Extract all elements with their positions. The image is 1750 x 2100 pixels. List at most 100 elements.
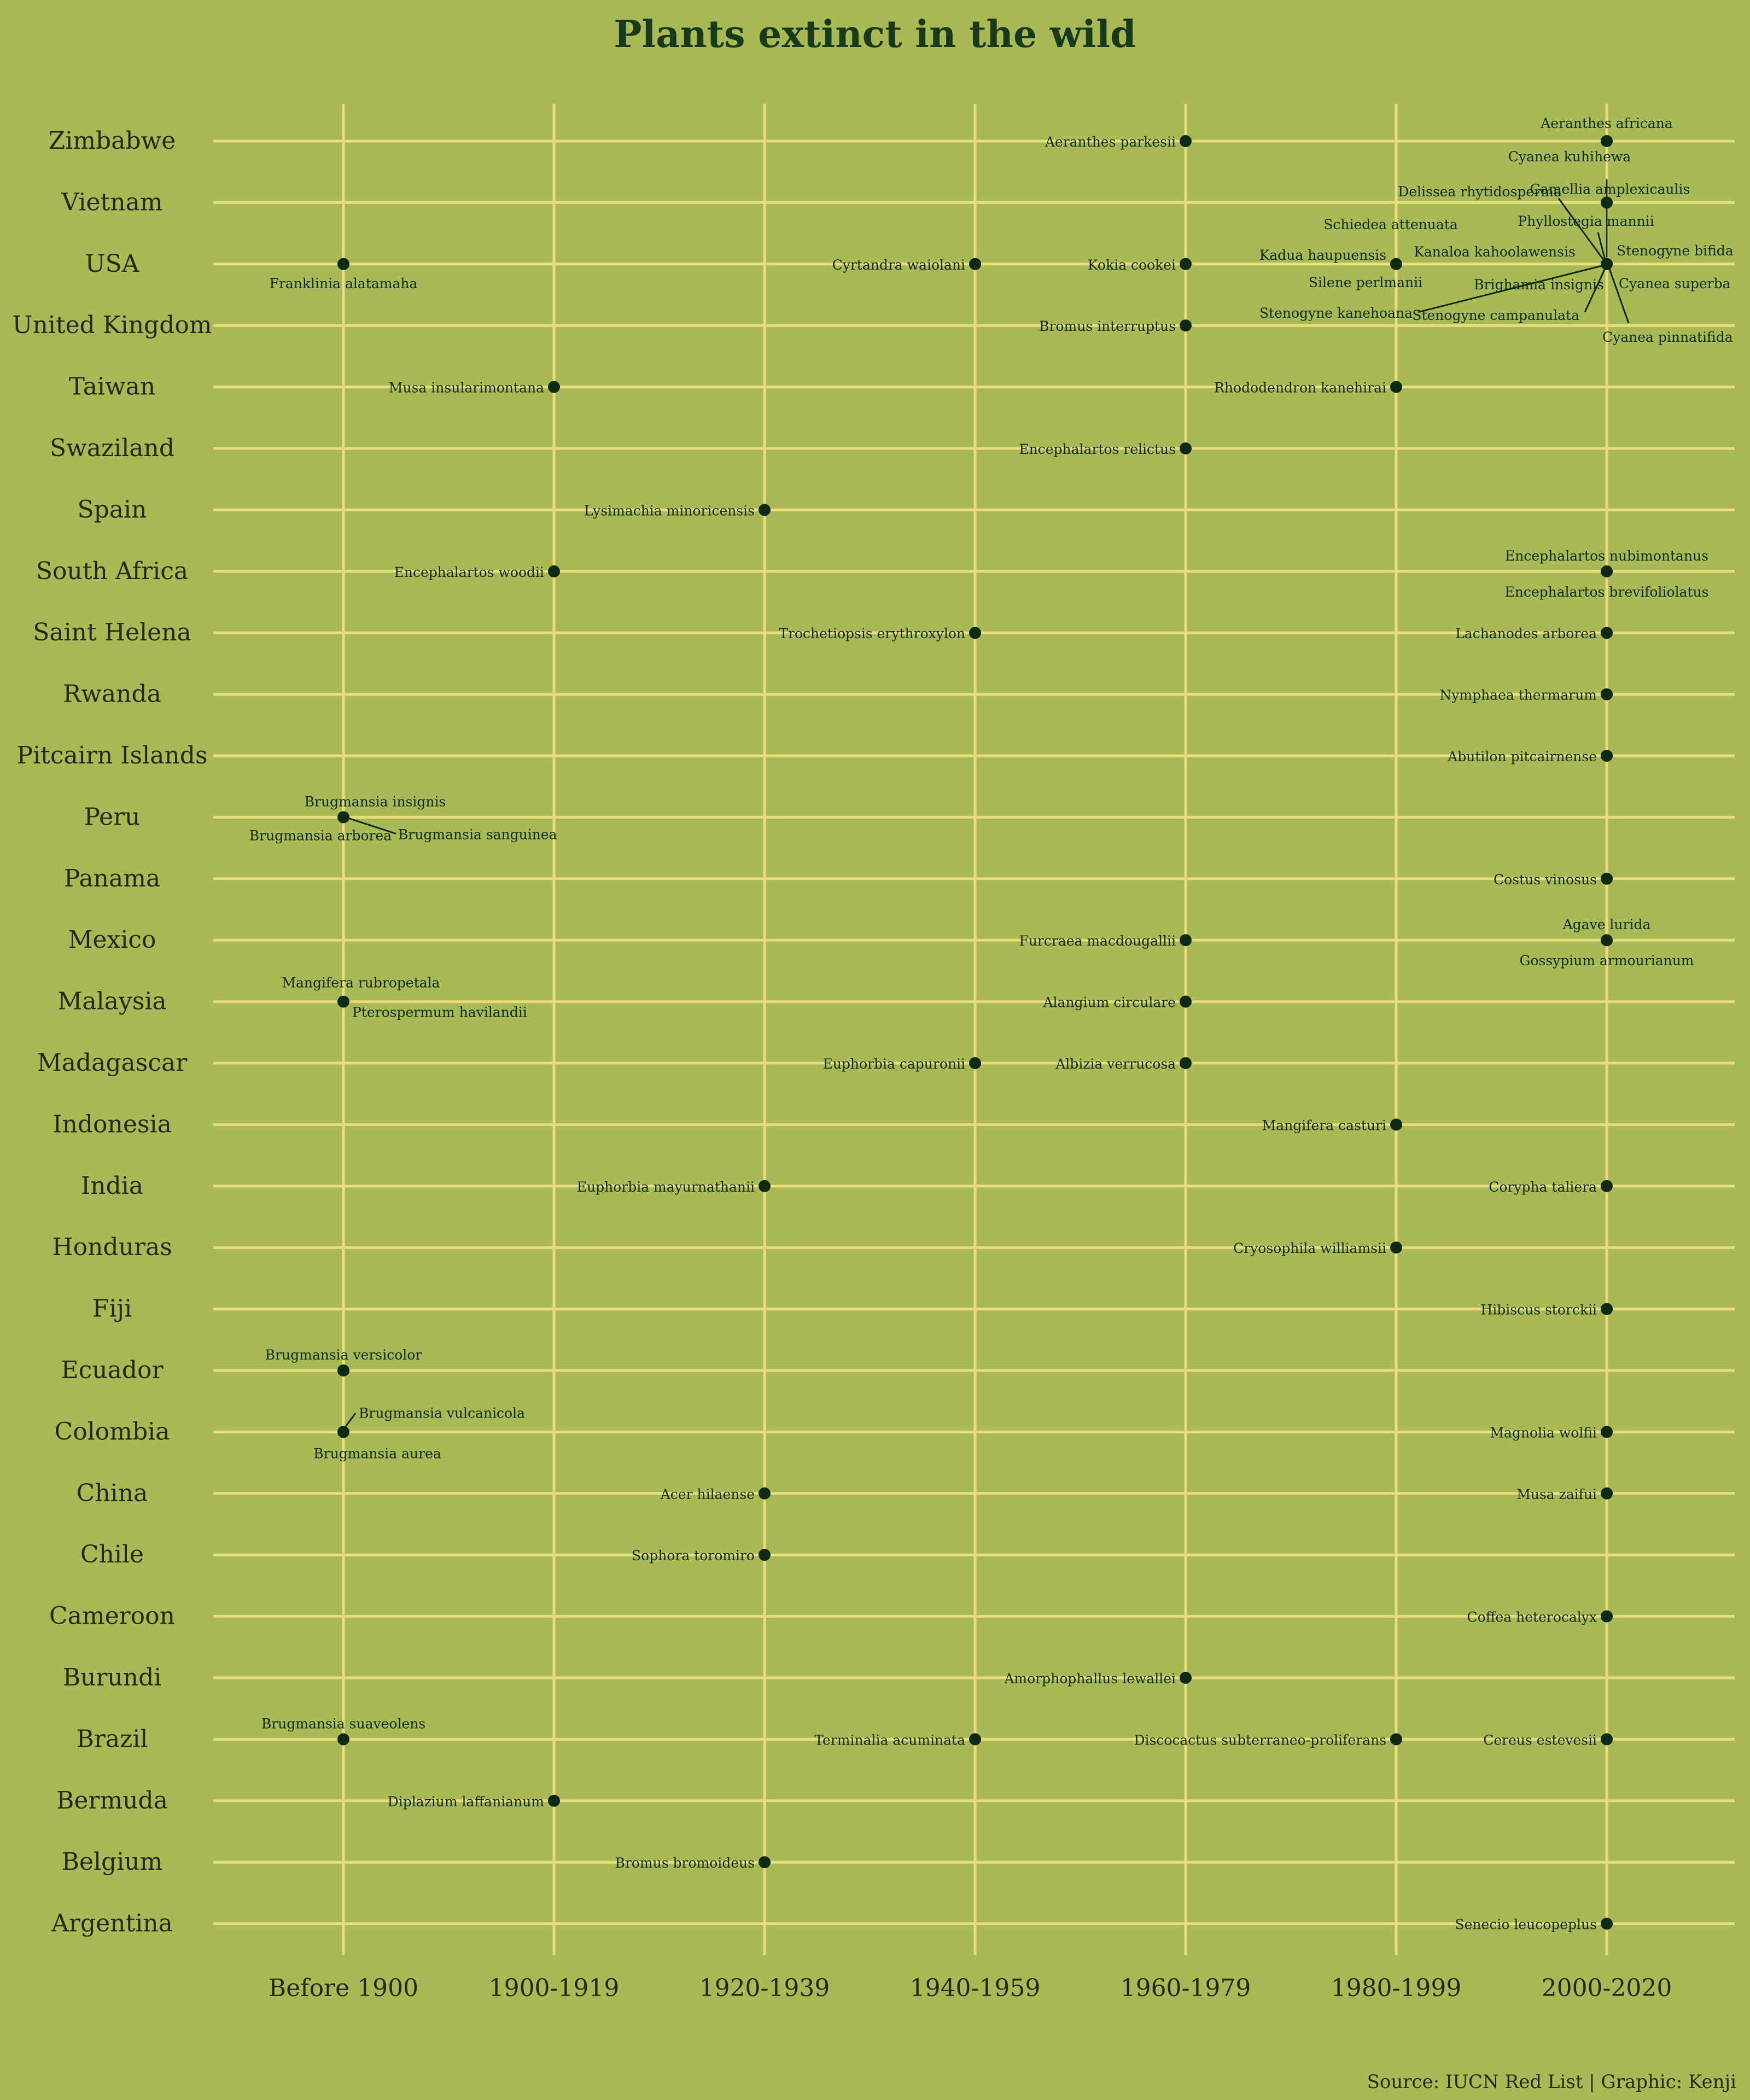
data-point-brazil-before-1900	[337, 1733, 349, 1746]
point-label: Kanaloa kahoolawensis	[1414, 244, 1576, 260]
point-label: Discocactus subterraneo-proliferans	[1134, 1732, 1386, 1748]
y-tick-label: Panama	[64, 865, 160, 892]
y-tick-label: Taiwan	[69, 373, 155, 401]
y-tick-label: China	[77, 1479, 148, 1507]
leader-lines	[345, 179, 1630, 1427]
point-label: Terminalia acuminata	[814, 1732, 965, 1748]
data-point-madagascar-1940-1959	[969, 1057, 981, 1069]
point-label: Acer hilaense	[660, 1486, 755, 1502]
data-point-indonesia-1980-1999	[1390, 1118, 1402, 1131]
x-tick-label: 1960-1979	[1121, 1974, 1251, 2002]
point-label: Brugmansia arborea	[249, 827, 392, 843]
y-tick-label: Brazil	[77, 1725, 148, 1753]
point-label: Agave lurida	[1562, 917, 1651, 932]
y-tick-label: Mexico	[68, 926, 156, 954]
point-label: Delissea rhytidosperma	[1398, 184, 1562, 200]
data-point-malaysia-1960-1979	[1180, 995, 1192, 1008]
data-point-mexico-2000-2020	[1601, 934, 1613, 947]
data-point-brazil-1940-1959	[969, 1733, 981, 1746]
data-point-south-africa-2000-2020	[1601, 565, 1613, 578]
data-point-honduras-1980-1999	[1390, 1241, 1402, 1254]
y-tick-label: Malaysia	[57, 988, 166, 1016]
y-tick-label: Zimbabwe	[49, 127, 176, 155]
point-label: Camellia amplexicaulis	[1530, 181, 1690, 197]
y-tick-label: Saint Helena	[33, 619, 191, 646]
point-label: Kokia cookei	[1088, 257, 1176, 273]
y-tick-label: Vietnam	[61, 188, 162, 216]
data-point-usa-1940-1959	[969, 258, 981, 270]
point-label: Stenogyne campanulata	[1412, 307, 1579, 323]
point-label: Schiedea attenuata	[1323, 217, 1458, 232]
data-point-burundi-1960-1979	[1180, 1672, 1192, 1684]
data-point-chile-1920-1939	[759, 1549, 771, 1561]
data-point-colombia-before-1900	[337, 1426, 349, 1438]
data-point-usa-1960-1979	[1180, 258, 1192, 270]
point-label: Brighamia insignis	[1474, 277, 1604, 293]
point-label: Musa insularimontana	[389, 380, 544, 396]
data-points	[337, 135, 1613, 1930]
data-point-brazil-2000-2020	[1601, 1733, 1613, 1746]
point-label: Cyanea pinnatifida	[1602, 329, 1733, 345]
y-tick-label: Peru	[84, 803, 140, 831]
point-label: Kadua haupuensis	[1259, 247, 1386, 263]
y-tick-label: Belgium	[62, 1848, 163, 1876]
point-label: Alangium circulare	[1042, 995, 1176, 1011]
data-point-rwanda-2000-2020	[1601, 688, 1613, 701]
point-label: Corypha taliera	[1489, 1179, 1597, 1195]
leader-line	[348, 817, 396, 835]
x-tick-label: 2000-2020	[1542, 1974, 1672, 2002]
data-point-belgium-1920-1939	[759, 1856, 771, 1869]
point-label: Hibiscus storckii	[1480, 1302, 1597, 1318]
point-label: Cryosophila williamsii	[1233, 1240, 1386, 1256]
data-point-argentina-2000-2020	[1601, 1917, 1613, 1930]
chart-title: Plants extinct in the wild	[614, 13, 1136, 56]
point-label: Mangifera casturi	[1262, 1117, 1386, 1133]
point-label: Bromus interruptus	[1039, 318, 1176, 334]
data-point-zimbabwe-1960-1979	[1180, 135, 1192, 147]
point-label: Franklinia alatamaha	[270, 276, 418, 291]
y-tick-label: Rwanda	[63, 680, 161, 708]
data-point-vietnam-2000-2020	[1601, 196, 1613, 209]
point-label: Euphorbia capuronii	[823, 1056, 965, 1072]
y-tick-label: Ecuador	[61, 1356, 164, 1384]
data-point-usa-2000-2020	[1601, 258, 1613, 270]
point-label: Cyrtandra waiolani	[832, 257, 965, 273]
y-tick-label: Cameroon	[49, 1602, 175, 1630]
data-point-madagascar-1960-1979	[1180, 1057, 1192, 1069]
x-tick-label: Before 1900	[269, 1974, 418, 2002]
y-tick-label: Indonesia	[52, 1110, 172, 1138]
point-label: Trochetiopsis erythroxylon	[779, 626, 965, 641]
point-label: Aeranthes africana	[1540, 115, 1673, 131]
point-label: Senecio leucopeplus	[1455, 1917, 1597, 1933]
data-point-spain-1920-1939	[759, 504, 771, 516]
point-label: Lysimachia minoricensis	[584, 503, 755, 518]
x-tick-label: 1900-1919	[489, 1974, 620, 2002]
point-label: Rhododendron kanehirai	[1214, 380, 1386, 396]
point-label: Cereus estevesii	[1483, 1732, 1597, 1748]
point-label: Brugmansia aurea	[313, 1445, 441, 1461]
data-point-taiwan-1900-1919	[548, 381, 560, 393]
data-point-brazil-1980-1999	[1390, 1733, 1402, 1746]
y-tick-label: Honduras	[52, 1233, 172, 1261]
y-tick-label: Burundi	[63, 1664, 162, 1691]
point-label: Phyllostegia mannii	[1518, 213, 1654, 229]
point-label: Abutilon pitcairnense	[1447, 749, 1597, 765]
data-point-china-1920-1939	[759, 1487, 771, 1500]
point-label: Brugmansia vulcanicola	[359, 1405, 525, 1421]
point-label: Magnolia wolfii	[1490, 1425, 1597, 1440]
data-point-swaziland-1960-1979	[1180, 442, 1192, 454]
data-point-india-2000-2020	[1601, 1180, 1613, 1192]
point-label: Cyanea superba	[1619, 276, 1731, 291]
point-label: Mangifera rubropetala	[282, 975, 440, 991]
point-label: Sophora toromiro	[632, 1548, 755, 1564]
data-point-india-1920-1939	[759, 1180, 771, 1192]
point-label: Diplazium laffanianum	[388, 1794, 545, 1810]
y-tick-label: Spain	[78, 495, 147, 523]
y-tick-label: India	[81, 1172, 143, 1200]
data-point-pitcairn-islands-2000-2020	[1601, 750, 1613, 762]
data-point-zimbabwe-2000-2020	[1601, 135, 1613, 147]
point-label: Gossypium armourianum	[1519, 953, 1694, 969]
point-label: Brugmansia sanguinea	[398, 826, 557, 842]
data-point-south-africa-1900-1919	[548, 565, 560, 578]
